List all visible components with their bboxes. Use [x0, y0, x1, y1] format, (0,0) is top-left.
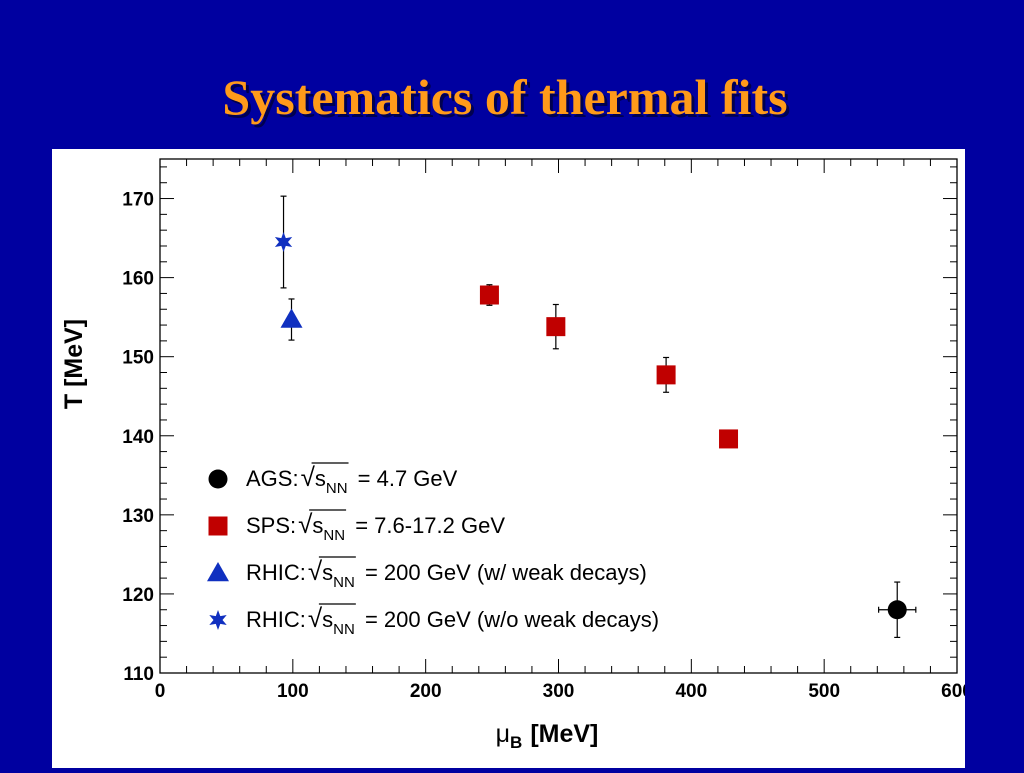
data-point [479, 285, 499, 305]
data-point [719, 429, 739, 449]
data-layer [274, 195, 917, 639]
series-triangle [280, 298, 303, 341]
legend-suffix: = 200 GeV (w/o weak decays) [359, 607, 659, 632]
x-tick-label: 100 [277, 681, 309, 702]
ticks-layer: 0 100 200 300 400 500 600 110 120 130 140 150 160 170 [122, 159, 973, 702]
sqrt-variable: s [312, 513, 323, 538]
axes-layer [159, 158, 958, 674]
data-point [887, 600, 907, 620]
y-tick-label: 120 [122, 585, 154, 606]
y-tick-label: 110 [123, 664, 154, 685]
subscript: NN [333, 574, 355, 591]
x-axis-label: μB [MeV] [496, 720, 599, 752]
subscript: NN [333, 621, 355, 638]
series-star [274, 195, 293, 289]
legend-label: RHIC:√sNN = 200 GeV (w/o weak decays) [246, 603, 659, 638]
legend-label: SPS:√sNN = 7.6-17.2 GeV [246, 509, 505, 544]
y-axis-label: T [MeV] [60, 319, 88, 409]
labels-layer: T [MeV] μB [MeV] [60, 319, 598, 752]
legend-entry: SPS:√sNN = 7.6-17.2 GeV [208, 509, 505, 544]
x-tick-label: 0 [155, 681, 166, 702]
data-point [280, 308, 303, 328]
x-tick-label: 200 [410, 681, 442, 702]
sqrt-variable: s [322, 607, 333, 632]
legend-entry: AGS:√sNN = 4.7 GeV [208, 462, 458, 497]
x-axis-label-symbol: μ [496, 720, 510, 748]
legend-suffix: = 7.6-17.2 GeV [349, 513, 505, 538]
legend-label: RHIC:√sNN = 200 GeV (w/ weak decays) [246, 556, 647, 591]
plot-frame [159, 158, 958, 674]
legend-suffix: = 200 GeV (w/ weak decays) [359, 560, 647, 585]
sqrt-sign: √ [301, 462, 316, 492]
plot-panel: 0 100 200 300 400 500 600 110 120 130 140 150 160 170… [52, 149, 973, 768]
data-point [274, 232, 293, 252]
legend-marker-circle [208, 469, 228, 489]
legend-marker-star [209, 610, 227, 630]
thermal-fit-chart: 0 100 200 300 400 500 600 110 120 130 140 150 160 170… [60, 158, 973, 752]
x-axis-label-subscript: B [510, 733, 522, 752]
sqrt-sign: √ [308, 556, 323, 586]
legend-prefix: RHIC: [246, 607, 306, 632]
legend-marker-square [208, 516, 228, 536]
legend-prefix: AGS: [246, 466, 299, 491]
y-tick-label: 150 [122, 348, 154, 369]
data-point [656, 365, 676, 385]
y-tick-label: 160 [122, 269, 154, 290]
y-tick-label: 140 [122, 427, 154, 448]
sqrt-sign: √ [298, 509, 313, 539]
subscript: NN [326, 480, 348, 497]
legend-entry: RHIC:√sNN = 200 GeV (w/o weak decays) [209, 603, 659, 638]
sqrt-sign: √ [308, 603, 323, 633]
series-square [479, 284, 739, 449]
y-tick-label: 170 [122, 190, 154, 211]
legend-label: AGS:√sNN = 4.7 GeV [246, 462, 458, 497]
x-tick-label: 400 [675, 681, 707, 702]
sqrt-variable: s [315, 466, 326, 491]
x-tick-label: 500 [808, 681, 840, 702]
legend-entry: RHIC:√sNN = 200 GeV (w/ weak decays) [207, 556, 647, 591]
subscript: NN [323, 527, 345, 544]
x-tick-label: 300 [543, 681, 575, 702]
legend-suffix: = 4.7 GeV [352, 466, 458, 491]
legend-prefix: SPS: [246, 513, 296, 538]
slide-title: Systematics of thermal fits [222, 69, 788, 125]
series-circle [878, 581, 917, 639]
legend-marker-triangle [207, 562, 229, 582]
legend-prefix: RHIC: [246, 560, 306, 585]
x-tick-label: 600 [941, 681, 965, 702]
x-axis-label-unit: [MeV] [530, 720, 598, 748]
sqrt-variable: s [322, 560, 333, 585]
data-point [546, 317, 566, 337]
y-tick-label: 130 [122, 506, 154, 527]
